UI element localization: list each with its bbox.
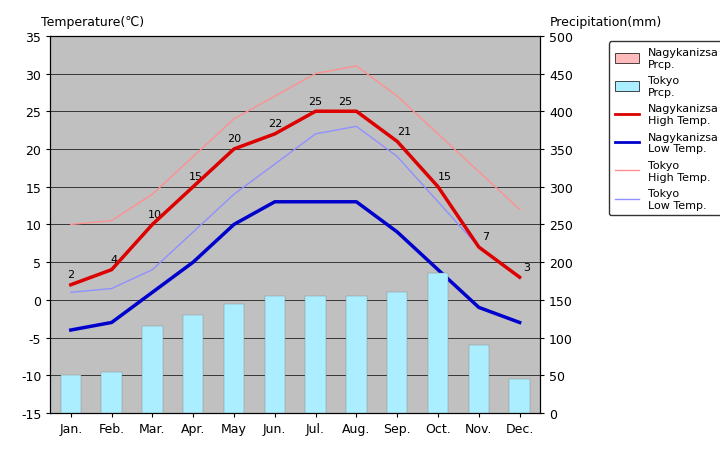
Text: 21: 21: [397, 127, 411, 137]
Bar: [510, 379, 530, 413]
Text: 4: 4: [111, 255, 118, 264]
Text: Precipitation(mm): Precipitation(mm): [550, 16, 662, 29]
Bar: [142, 326, 163, 413]
Text: 25: 25: [338, 96, 352, 106]
Bar: [224, 304, 244, 413]
Bar: [387, 293, 408, 413]
Text: 3: 3: [523, 262, 530, 272]
Text: 10: 10: [148, 209, 162, 219]
Text: 22: 22: [268, 119, 282, 129]
Bar: [102, 372, 122, 413]
Legend: Nagykanizsa
Prcp., Tokyo
Prcp., Nagykanizsa
High Temp., Nagykanizsa
Low Temp., T: Nagykanizsa Prcp., Tokyo Prcp., Nagykani…: [609, 42, 720, 216]
Text: 15: 15: [189, 172, 203, 182]
Text: 15: 15: [438, 172, 452, 182]
Text: 25: 25: [309, 96, 323, 106]
Text: 2: 2: [67, 269, 74, 280]
Bar: [469, 345, 489, 413]
Bar: [265, 297, 285, 413]
Bar: [346, 297, 366, 413]
Text: Temperature(℃): Temperature(℃): [40, 16, 144, 29]
Bar: [183, 315, 204, 413]
Bar: [428, 274, 448, 413]
Text: 7: 7: [482, 232, 490, 242]
Bar: [60, 375, 81, 413]
Text: 20: 20: [227, 134, 241, 144]
Bar: [305, 297, 325, 413]
